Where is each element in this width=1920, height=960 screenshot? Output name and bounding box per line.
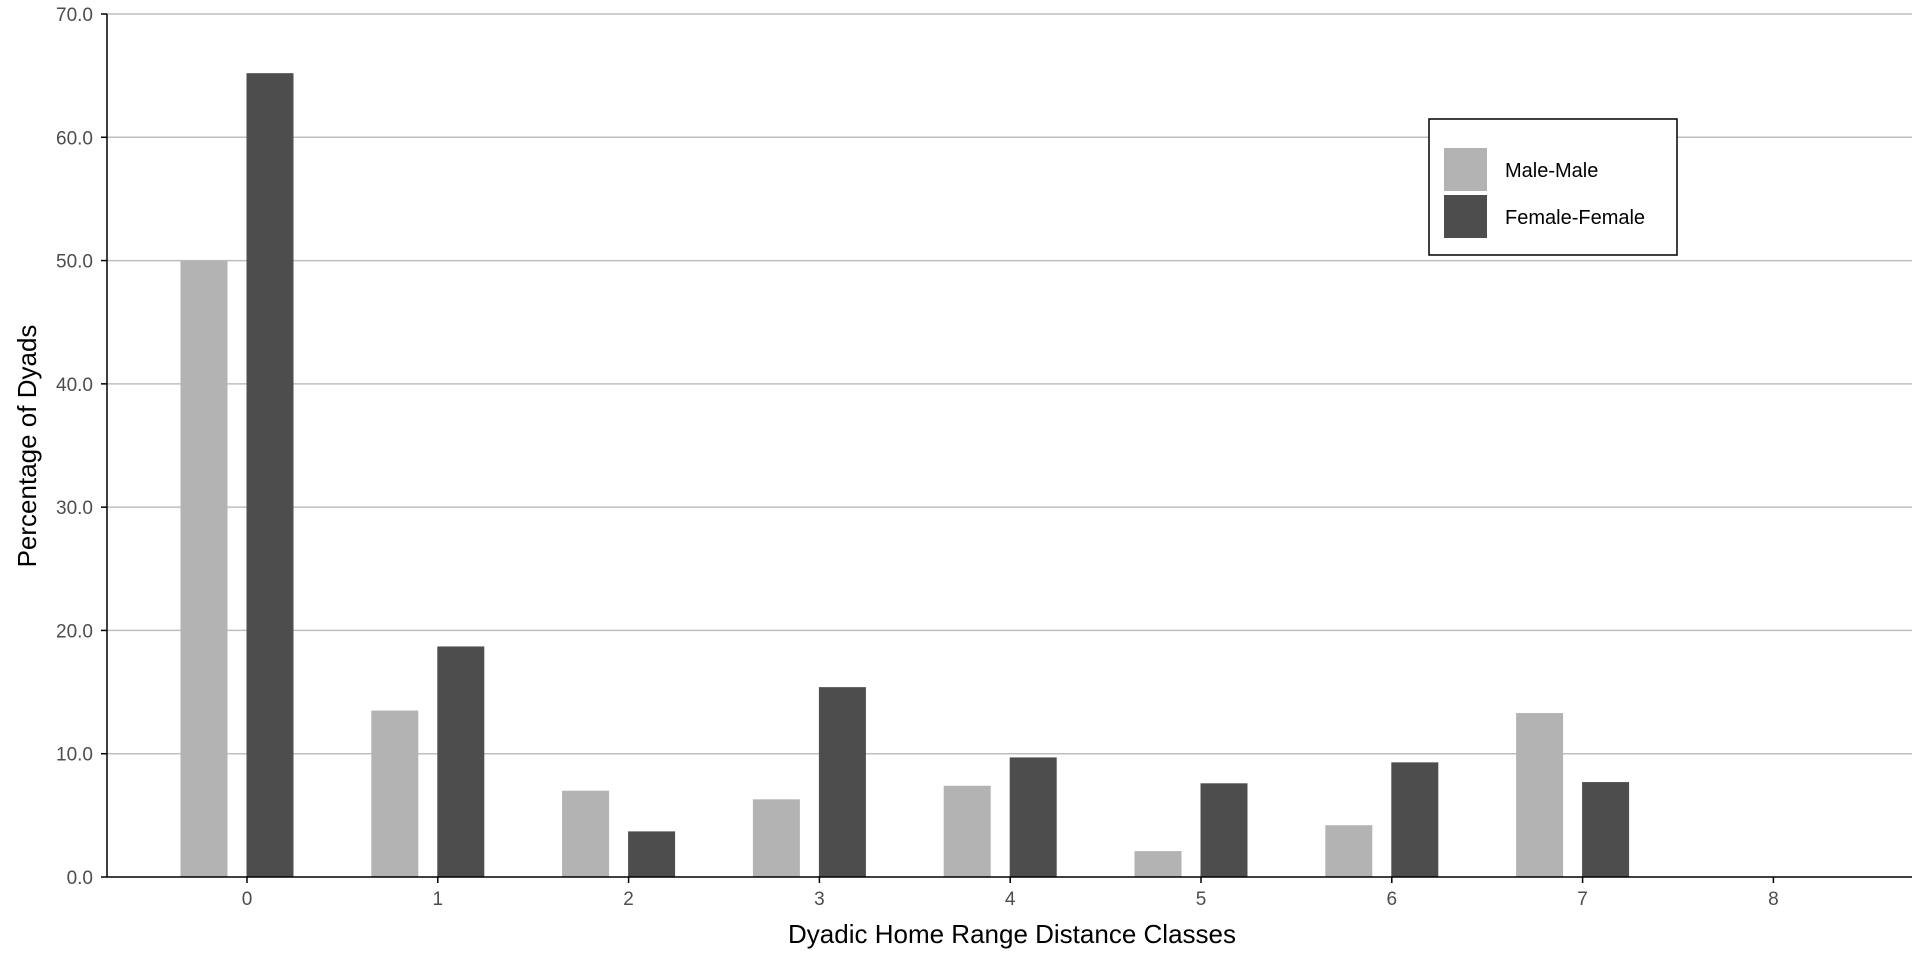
bar-male-male-5	[1134, 851, 1182, 877]
x-tick-label: 3	[814, 889, 825, 910]
y-tick-labels: 0.0 10.0 20.0 30.0 40.0 50.0 60.0 70.0	[56, 5, 107, 889]
y-tick-label: 20.0	[56, 621, 93, 642]
x-tick-label: 2	[623, 889, 634, 910]
x-axis-title: Dyadic Home Range Distance Classes	[788, 919, 1236, 949]
y-tick-label: 30.0	[56, 498, 93, 519]
x-tick-labels: 0 1 2 3 4 5 6 7 8	[242, 877, 1779, 910]
x-tick-label: 4	[1005, 889, 1016, 910]
bars	[180, 73, 1630, 878]
bar-male-male-3	[752, 799, 800, 877]
gridlines	[107, 13, 1912, 755]
legend-swatch-female-female	[1444, 195, 1487, 238]
y-tick-label: 40.0	[56, 375, 93, 396]
x-tick-label: 6	[1387, 889, 1398, 910]
y-tick-label: 0.0	[67, 868, 93, 889]
x-tick-label: 1	[433, 889, 444, 910]
bar-male-male-2	[562, 790, 610, 877]
bar-female-female-1	[437, 646, 485, 877]
y-tick-label: 60.0	[56, 128, 93, 149]
y-tick-label: 50.0	[56, 252, 93, 273]
bar-female-female-7	[1582, 782, 1630, 877]
legend-label-male-male: Male-Male	[1505, 160, 1598, 182]
bar-female-female-4	[1009, 757, 1057, 877]
x-tick-label: 8	[1768, 889, 1779, 910]
legend-swatch-male-male	[1444, 148, 1487, 191]
y-tick-label: 70.0	[56, 5, 93, 26]
x-tick-label: 5	[1196, 889, 1207, 910]
y-axis-title: Percentage of Dyads	[12, 325, 42, 568]
bar-female-female-0	[246, 73, 294, 878]
x-tick-label: 7	[1577, 889, 1588, 910]
legend: Male-Male Female-Female	[1428, 118, 1678, 256]
legend-label-female-female: Female-Female	[1505, 207, 1645, 229]
bar-female-female-3	[818, 687, 866, 877]
bar-male-male-4	[943, 785, 991, 877]
x-tick-label: 0	[242, 889, 253, 910]
bar-male-male-7	[1516, 713, 1564, 877]
bar-female-female-2	[628, 831, 676, 877]
bar-female-female-6	[1391, 762, 1439, 877]
bar-female-female-5	[1200, 783, 1248, 877]
bar-male-male-0	[180, 260, 228, 878]
y-tick-label: 10.0	[56, 745, 93, 766]
bar-male-male-1	[371, 710, 419, 877]
bar-male-male-6	[1325, 825, 1373, 877]
